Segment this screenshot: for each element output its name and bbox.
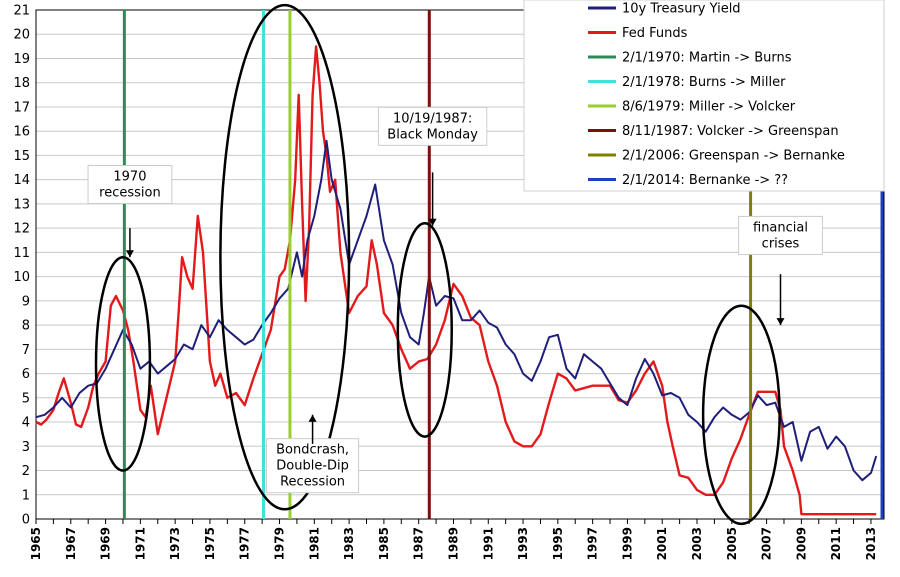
y-tick-label: 15 bbox=[13, 149, 30, 164]
annotation-text: Bondcrash, bbox=[276, 443, 349, 458]
annotation-text: financial bbox=[753, 220, 808, 235]
x-tick-label: 2007 bbox=[760, 527, 774, 560]
x-tick-label: 1987 bbox=[412, 527, 426, 560]
y-tick-label: 10 bbox=[13, 270, 30, 285]
y-tick-label: 1 bbox=[22, 488, 30, 503]
x-tick-label: 1983 bbox=[342, 527, 356, 560]
x-tick-label: 2001 bbox=[655, 527, 669, 560]
y-tick-label: 20 bbox=[13, 28, 30, 43]
y-tick-label: 17 bbox=[13, 100, 30, 115]
x-tick-label: 2003 bbox=[690, 527, 704, 560]
y-tick-label: 6 bbox=[22, 367, 30, 382]
legend-label: Fed Funds bbox=[622, 26, 688, 41]
x-tick-label: 1971 bbox=[133, 527, 147, 560]
legend-label: 8/6/1979: Miller -> Volcker bbox=[622, 100, 796, 115]
x-tick-label: 1977 bbox=[238, 527, 252, 560]
legend-label: 8/11/1987: Volcker -> Greenspan bbox=[622, 124, 839, 139]
ellipse-bondcrash bbox=[219, 3, 351, 511]
y-tick-label: 14 bbox=[13, 173, 30, 188]
annotation-text: recession bbox=[99, 186, 161, 201]
annotation-box bbox=[266, 438, 360, 494]
y-tick-label: 2 bbox=[22, 464, 30, 479]
x-tick-label: 2009 bbox=[794, 527, 808, 560]
annotation-box bbox=[738, 215, 823, 255]
x-tick-label: 2011 bbox=[829, 527, 843, 560]
y-tick-label: 7 bbox=[22, 343, 30, 358]
annotation-arrowhead bbox=[428, 218, 437, 226]
y-tick-label: 4 bbox=[22, 416, 30, 431]
legend-label: 10y Treasury Yield bbox=[622, 2, 741, 17]
y-tick-label: 21 bbox=[13, 4, 30, 19]
y-tick-label: 5 bbox=[22, 391, 30, 406]
legend-label: 2/1/1970: Martin -> Burns bbox=[622, 51, 792, 66]
x-tick-label: 1997 bbox=[586, 527, 600, 560]
x-tick-label: 1965 bbox=[29, 527, 43, 560]
legend: 10y Treasury Yield Fed Funds 2/1/1970: Mar… bbox=[523, 0, 885, 192]
y-tick-label: 11 bbox=[13, 246, 30, 261]
y-tick-label: 9 bbox=[22, 294, 30, 309]
x-tick-label: 1981 bbox=[307, 527, 321, 560]
x-axis: 1965 1967 1969 1971 1973 1975 1977 1979 1981 1983… bbox=[29, 519, 878, 560]
annotation-ellipses bbox=[94, 3, 781, 526]
x-tick-label: 2005 bbox=[725, 527, 739, 560]
x-tick-label: 1991 bbox=[481, 527, 495, 560]
x-tick-label: 1999 bbox=[620, 527, 634, 560]
x-tick-label: 1985 bbox=[377, 527, 391, 560]
ellipse-financial-crises bbox=[701, 304, 781, 526]
annotation-text: 10/19/1987: bbox=[393, 111, 472, 126]
y-tick-label: 18 bbox=[13, 76, 30, 91]
x-tick-label: 1969 bbox=[99, 527, 113, 560]
annotation-box bbox=[87, 165, 173, 205]
y-tick-label: 3 bbox=[22, 440, 30, 455]
x-tick-label: 1993 bbox=[516, 527, 530, 560]
annotation-text: Black Monday bbox=[387, 127, 478, 142]
annotation-text: Double-Dip bbox=[276, 459, 349, 474]
x-tick-label: 1995 bbox=[551, 527, 565, 560]
y-tick-label: 8 bbox=[22, 319, 30, 334]
y-tick-label: 12 bbox=[13, 222, 30, 237]
y-tick-label: 0 bbox=[22, 513, 30, 528]
x-tick-label: 1973 bbox=[168, 527, 182, 560]
y-tick-label: 16 bbox=[13, 125, 30, 140]
annotation-text: crises bbox=[762, 236, 800, 251]
annotation-box bbox=[377, 106, 488, 146]
plot-frame bbox=[35, 9, 885, 520]
annotation-arrowhead bbox=[125, 250, 134, 258]
x-tick-label: 1989 bbox=[446, 527, 460, 560]
annotation-text: Recession bbox=[280, 475, 345, 490]
legend-label: 2/1/1978: Burns -> Miller bbox=[622, 75, 786, 90]
legend-label: 2/1/2014: Bernanke -> ?? bbox=[622, 173, 788, 188]
x-tick-label: 1967 bbox=[64, 527, 78, 560]
annotation-arrowhead bbox=[776, 318, 785, 326]
x-tick-label: 1979 bbox=[273, 527, 287, 560]
annotation-arrowhead bbox=[308, 414, 317, 422]
annotation-text: 1970 bbox=[113, 170, 146, 185]
series-line-10y-treasury bbox=[35, 139, 878, 482]
x-tick-label: 2013 bbox=[864, 527, 878, 560]
x-tick-label: 1975 bbox=[203, 527, 217, 560]
y-tick-label: 13 bbox=[13, 197, 30, 212]
legend-box bbox=[523, 0, 885, 192]
ellipse-1970-recession bbox=[94, 255, 152, 472]
legend-label: 2/1/2006: Greenspan -> Bernanke bbox=[622, 149, 845, 164]
y-tick-label: 19 bbox=[13, 52, 30, 67]
ellipse-black-monday bbox=[396, 222, 453, 438]
